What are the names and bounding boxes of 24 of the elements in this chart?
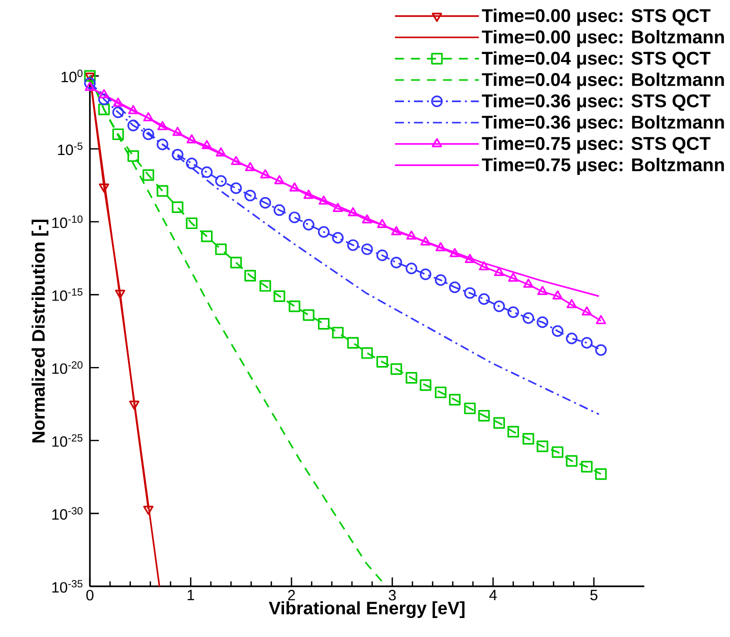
y-tick-label: 10$^{-20}$ (52, 361, 82, 374)
legend-label: Time=0.36 μsec: Boltzmann (482, 115, 724, 132)
legend-label: Time=0.75 μsec: Boltzmann (482, 158, 724, 175)
x-axis-title: Vibrational Energy [eV] (268, 601, 464, 618)
legend-label: Time=0.04 μsec: Boltzmann (482, 72, 724, 90)
y-tick-label: 10$^{-35}$ (52, 580, 82, 593)
legend-label: Time=0.36 μsec: STS QCT (482, 94, 711, 111)
legend-label: Time=0.75 μsec: STS QCT (482, 136, 711, 154)
x-tick-label: 0 (86, 590, 94, 600)
x-tick-label: 4 (489, 590, 497, 600)
y-tick-label: 10$^{-25}$ (52, 434, 82, 447)
x-tick-label: 5 (590, 590, 598, 600)
y-tick-label: 10$^{-10}$ (52, 215, 82, 228)
legend-label: Time=0.00 μsec: Boltzmann (482, 30, 724, 47)
y-tick-label: 10$^{-5}$ (58, 142, 82, 155)
x-tick-label: 3 (388, 590, 396, 600)
y-axis-title: Normalized Distribution [-] (32, 220, 48, 442)
y-tick-label: 10$^{0}$ (62, 69, 82, 82)
x-tick-label: 1 (188, 590, 194, 600)
legend-label: Time=0.04 μsec: STS QCT (482, 51, 711, 68)
x-tick-label: 2 (288, 590, 295, 600)
y-tick-label: 10$^{-15}$ (52, 288, 82, 301)
legend-label: Time=0.00 μsec: STS QCT (482, 8, 711, 26)
y-tick-label: 10$^{-30}$ (52, 506, 82, 520)
